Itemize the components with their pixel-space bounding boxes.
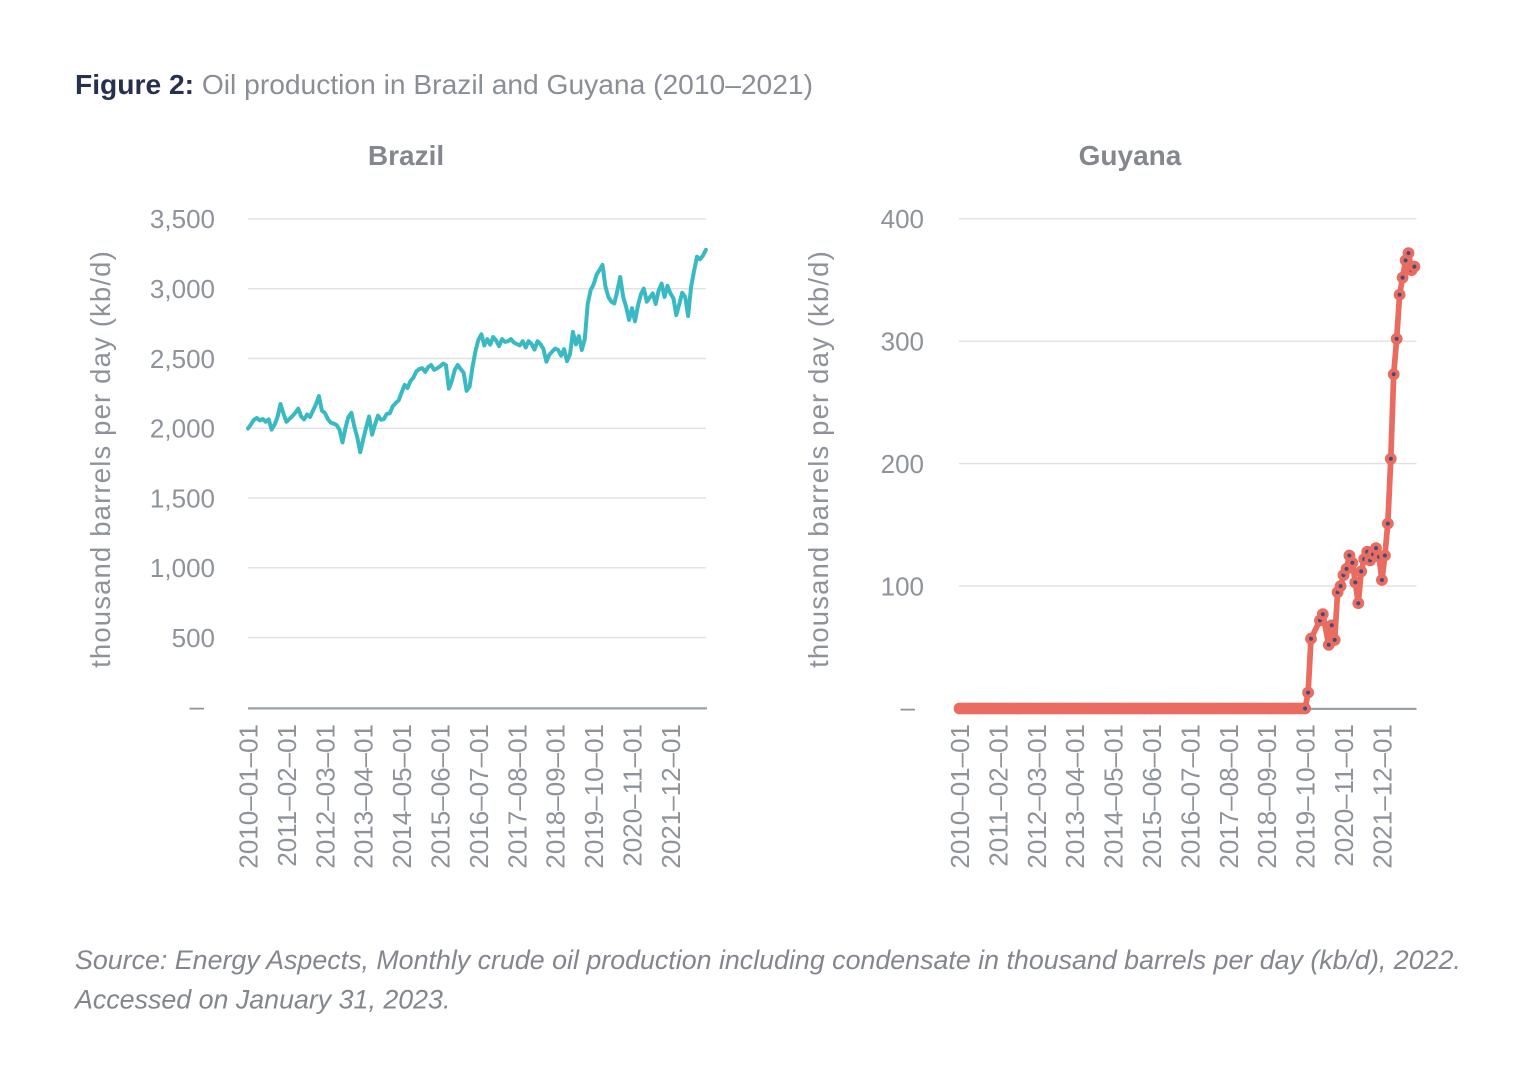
svg-text:2013–04–01: 2013–04–01 bbox=[349, 724, 379, 869]
svg-text:2020–11–01: 2020–11–01 bbox=[1329, 724, 1359, 867]
svg-text:Accessed on January 31, 2023.: Accessed on January 31, 2023. bbox=[73, 985, 450, 1015]
svg-text:2015–06–01: 2015–06–01 bbox=[1137, 724, 1167, 869]
svg-text:2012–03–01: 2012–03–01 bbox=[1022, 724, 1052, 869]
svg-text:2018–09–01: 2018–09–01 bbox=[1252, 724, 1282, 869]
svg-text:Figure 2: Oil production in Br: Figure 2: Oil production in Brazil and G… bbox=[75, 68, 813, 100]
svg-text:2016–07–01: 2016–07–01 bbox=[464, 724, 494, 869]
svg-text:2010–01–01: 2010–01–01 bbox=[945, 724, 975, 869]
svg-text:1,500: 1,500 bbox=[150, 483, 215, 513]
svg-text:2013–04–01: 2013–04–01 bbox=[1060, 724, 1090, 869]
svg-text:–: – bbox=[190, 691, 205, 721]
svg-text:2018–09–01: 2018–09–01 bbox=[541, 724, 571, 869]
svg-text:2014–05–01: 2014–05–01 bbox=[1099, 724, 1129, 869]
svg-text:Brazil: Brazil bbox=[368, 140, 444, 171]
svg-text:thousand barrels per day (kb/d: thousand barrels per day (kb/d) bbox=[803, 250, 834, 668]
svg-text:2017–08–01: 2017–08–01 bbox=[1214, 724, 1244, 869]
svg-text:Source: Energy Aspects, Monthl: Source: Energy Aspects, Monthly crude oi… bbox=[75, 945, 1461, 975]
svg-text:2021–12–01: 2021–12–01 bbox=[656, 724, 686, 869]
svg-text:2011–02–01: 2011–02–01 bbox=[983, 724, 1013, 867]
svg-text:2012–03–01: 2012–03–01 bbox=[310, 724, 340, 869]
svg-text:3,000: 3,000 bbox=[150, 274, 215, 304]
svg-text:100: 100 bbox=[881, 571, 924, 601]
svg-text:3,500: 3,500 bbox=[150, 204, 215, 234]
svg-text:2,000: 2,000 bbox=[150, 414, 215, 444]
svg-text:2011–02–01: 2011–02–01 bbox=[272, 724, 302, 867]
svg-text:Guyana: Guyana bbox=[1079, 140, 1182, 171]
svg-text:2016–07–01: 2016–07–01 bbox=[1175, 724, 1205, 869]
svg-text:200: 200 bbox=[881, 449, 924, 479]
svg-text:thousand barrels per day (kb/d: thousand barrels per day (kb/d) bbox=[85, 250, 116, 668]
svg-text:2,500: 2,500 bbox=[150, 344, 215, 374]
svg-text:–: – bbox=[901, 692, 916, 722]
svg-text:2021–12–01: 2021–12–01 bbox=[1367, 724, 1397, 869]
svg-text:300: 300 bbox=[881, 327, 924, 357]
svg-text:2017–08–01: 2017–08–01 bbox=[502, 724, 532, 869]
svg-text:2019–10–01: 2019–10–01 bbox=[579, 724, 609, 869]
svg-text:1,000: 1,000 bbox=[150, 553, 215, 583]
svg-text:400: 400 bbox=[881, 204, 924, 234]
svg-text:2015–06–01: 2015–06–01 bbox=[426, 724, 456, 869]
svg-text:2010–01–01: 2010–01–01 bbox=[234, 724, 264, 869]
svg-text:2019–10–01: 2019–10–01 bbox=[1291, 724, 1321, 869]
svg-text:2014–05–01: 2014–05–01 bbox=[387, 724, 417, 869]
svg-text:2020–11–01: 2020–11–01 bbox=[618, 724, 648, 867]
svg-text:500: 500 bbox=[172, 623, 215, 653]
